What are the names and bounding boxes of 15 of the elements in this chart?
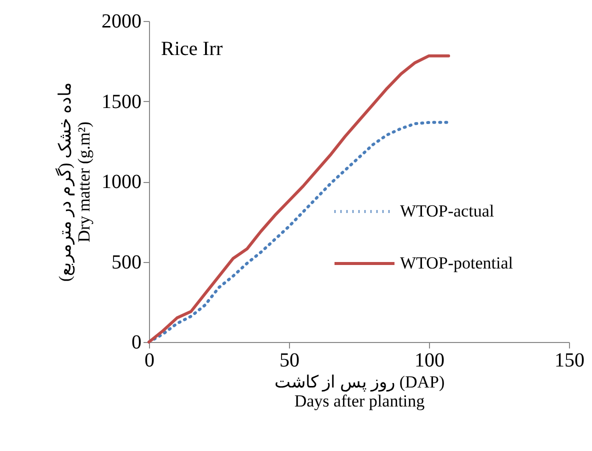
text: روز پس از کاشت (DAP) [274, 372, 445, 392]
legend-label: WTOP-potential [400, 254, 514, 272]
legend-label: WTOP-actual [400, 202, 494, 220]
x-tick-label: 150 [554, 350, 584, 372]
text: ماده خشک (گرم در مترمربع) [56, 82, 74, 282]
x-tick-label: 100 [414, 350, 444, 372]
text: Days after planting [294, 392, 425, 410]
text: Dry matter (g.m²) [74, 122, 94, 242]
y-tick-label: 500 [112, 251, 142, 274]
y-tick-label: 1500 [102, 90, 142, 113]
text: Rice Irr [161, 38, 223, 60]
y-tick-label: 0 [132, 332, 142, 354]
y-tick-label: 2000 [102, 10, 142, 32]
x-tick-label: 50 [280, 350, 300, 372]
y-tick-label: 1000 [102, 171, 142, 193]
